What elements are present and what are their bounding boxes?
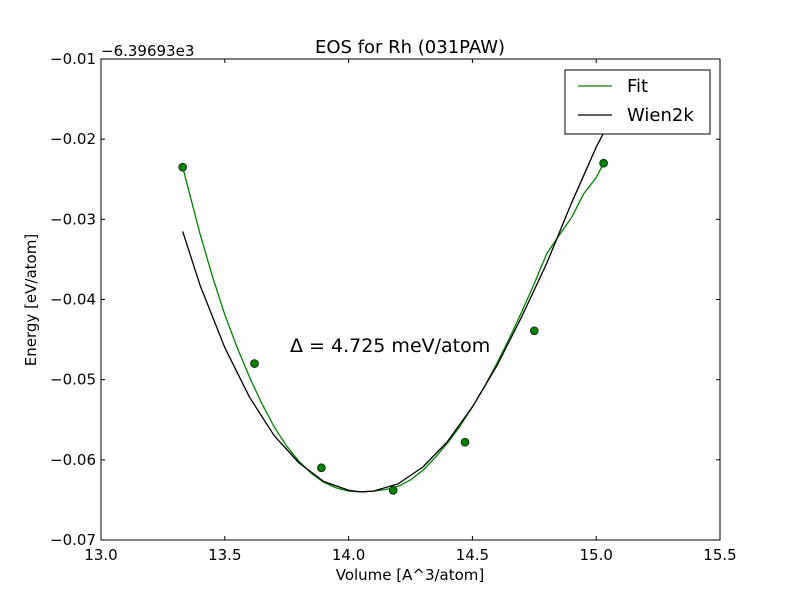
series-line-wien2k (182, 102, 617, 493)
x-tick-label: 14.5 (456, 546, 489, 564)
x-tick-label: 13.5 (208, 546, 241, 564)
series-line-fit (182, 162, 605, 493)
x-axis-ticks: 13.0 13.5 14.0 14.5 15.0 15.5 (84, 59, 737, 564)
x-tick-label: 14.0 (332, 546, 365, 564)
y-tick-label: −0.02 (50, 130, 96, 148)
y-axis-ticks: −0.07 −0.06 −0.05 −0.04 −0.03 −0.02 −0.01 (50, 50, 720, 549)
data-point (317, 463, 326, 473)
legend-label-fit: Fit (627, 76, 648, 97)
data-point (388, 485, 398, 495)
x-axis-label: Volume [A^3/atom] (336, 566, 485, 584)
y-tick-label: −0.07 (50, 531, 96, 549)
data-point (599, 158, 608, 168)
legend: Fit Wien2k (564, 69, 711, 135)
legend-label-wien2k: Wien2k (627, 105, 694, 126)
x-tick-label: 15.0 (579, 546, 612, 564)
y-offset-label: −6.39693e3 (101, 42, 194, 60)
y-axis-label: Energy [eV/atom] (22, 234, 40, 366)
y-tick-label: −0.04 (50, 291, 96, 309)
series-layer (178, 102, 617, 495)
chart-title: EOS for Rh (031PAW) (315, 37, 505, 58)
delta-annotation: Δ = 4.725 meV/atom (290, 335, 490, 357)
data-point (460, 437, 470, 447)
y-tick-label: −0.01 (50, 50, 96, 68)
legend-box (564, 69, 711, 135)
y-tick-label: −0.05 (50, 371, 96, 389)
data-point (529, 326, 539, 336)
data-point (250, 359, 259, 368)
x-tick-label: 13.0 (84, 546, 117, 564)
x-tick-label: 15.5 (703, 546, 736, 564)
data-point (178, 162, 187, 172)
y-tick-label: −0.06 (50, 451, 96, 469)
y-tick-label: −0.03 (50, 210, 96, 228)
